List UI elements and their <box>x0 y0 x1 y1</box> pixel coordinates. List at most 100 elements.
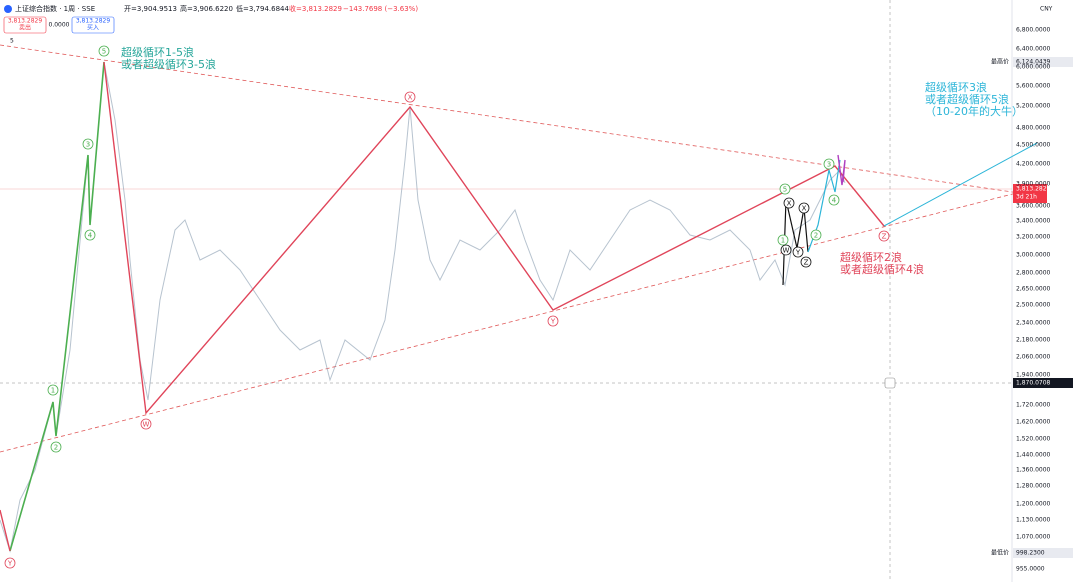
wave-label: 5 <box>783 186 787 194</box>
price-tick-label: 5,600.0000 <box>1016 83 1051 90</box>
wave-label: W <box>783 247 790 255</box>
wave-label: 3 <box>827 161 831 169</box>
price-tick-label: 4,800.0000 <box>1016 125 1051 132</box>
wave-circle <box>792 246 804 258</box>
wave-label: Y <box>7 560 13 568</box>
price-tick-label: 1,360.0000 <box>1016 467 1051 474</box>
symbol-icon <box>4 5 12 13</box>
buy-button[interactable] <box>71 16 115 34</box>
wave-circle <box>828 194 840 206</box>
wave-circle <box>780 244 792 256</box>
change: −143.7698 (−3.63%) <box>343 5 418 13</box>
price-tick-label: 1,130.0000 <box>1016 517 1051 524</box>
price-tick-label: 1,280.0000 <box>1016 483 1051 490</box>
buy-price: 3,813.2829 <box>76 18 111 25</box>
wave-green <box>9 61 105 552</box>
price-tick-label: 1,720.0000 <box>1016 402 1051 409</box>
spread: 0.0000 <box>49 22 70 29</box>
wave-label: Y <box>550 318 556 326</box>
annotation: 超级循环1-5浪 <box>121 45 194 59</box>
price-tick-label: 4,500.0000 <box>1016 142 1051 149</box>
low-label: 最低价 <box>991 549 1009 557</box>
high-label: 最高价 <box>991 58 1009 66</box>
last-price-box <box>1013 184 1047 203</box>
wave-circle <box>798 202 810 214</box>
close: 收=3,813.2829 <box>289 4 342 13</box>
upper-trendline <box>0 44 1041 197</box>
wave-label: Y <box>795 249 801 257</box>
annotation: （10-20年的大牛） <box>925 104 1023 118</box>
wave-red <box>0 509 11 552</box>
wave-circle <box>779 183 791 195</box>
wave-circle <box>82 138 94 150</box>
wave-purple <box>837 154 846 186</box>
wave-circle <box>810 229 822 241</box>
sell-button[interactable] <box>3 16 47 34</box>
wave-label: W <box>143 421 150 429</box>
low-box <box>1013 548 1073 558</box>
wave-circle <box>878 230 890 242</box>
wave-label: 5 <box>102 48 106 56</box>
price-tick-label: 2,800.0000 <box>1016 270 1051 277</box>
last-countdown: 3d 21h <box>1016 194 1037 201</box>
indicator-count[interactable]: 5 <box>10 38 14 45</box>
price-tick-label: 1,620.0000 <box>1016 419 1051 426</box>
price-tick-label: 3,200.0000 <box>1016 234 1051 241</box>
symbol: 上证综合指数 · 1周 · SSE <box>15 4 95 13</box>
wave-circle <box>98 45 110 57</box>
high-box <box>1013 57 1073 67</box>
wave-label: 4 <box>832 197 837 205</box>
crosshair-plus[interactable] <box>884 377 896 389</box>
annotation: 超级循环2浪 <box>840 250 902 264</box>
price-tick-label: 3,000.0000 <box>1016 252 1051 259</box>
lower-trendline <box>0 186 1041 453</box>
price-tick-label: 6,800.0000 <box>1016 27 1051 34</box>
price-tick-label: 1,940.0000 <box>1016 372 1051 379</box>
wave-label: Z <box>882 233 887 241</box>
wave-label: X <box>802 205 807 213</box>
wave-label: 4 <box>88 232 93 240</box>
price-tick-label: 5,200.0000 <box>1016 103 1051 110</box>
price-tick-label: 1,440.0000 <box>1016 452 1051 459</box>
price-tick-label: 4,200.0000 <box>1016 161 1051 168</box>
wave-label: X <box>787 200 792 208</box>
high-value: 6,124.0439 <box>1016 59 1051 66</box>
wave-circle <box>50 441 62 453</box>
buy-label: 买入 <box>87 24 99 32</box>
price-tick-label: 2,060.0000 <box>1016 354 1051 361</box>
annotation: 或者超级循环4浪 <box>840 262 924 276</box>
wave-circle <box>800 256 812 268</box>
open: 开=3,904.9513 <box>124 5 177 13</box>
wave-circle <box>140 418 152 430</box>
wave-circle <box>547 315 559 327</box>
annotation: 超级循环3浪 <box>925 80 987 94</box>
wave-circle <box>404 91 416 103</box>
price-tick-label: 1,520.0000 <box>1016 436 1051 443</box>
price-line <box>0 61 846 553</box>
price-tick-label: 1,070.0000 <box>1016 534 1051 541</box>
high: 高=3,906.6220 <box>180 4 233 13</box>
wave-circle <box>84 229 96 241</box>
sell-label: 卖出 <box>19 24 31 32</box>
price-tick-label: 3,400.0000 <box>1016 218 1051 225</box>
wave-label: 2 <box>54 444 58 452</box>
wave-cyan <box>883 142 1038 227</box>
wave-label: Z <box>804 259 809 267</box>
price-tick-label: 2,650.0000 <box>1016 286 1051 293</box>
sell-price: 3,813.2829 <box>8 18 43 25</box>
low: 低=3,794.6844 <box>236 4 289 13</box>
wave-circle <box>777 234 789 246</box>
currency[interactable]: CNY <box>1040 6 1053 13</box>
low-value: 998.2300 <box>1016 550 1045 557</box>
wave-circle <box>47 384 59 396</box>
crosshair-price: 1,870.0708 <box>1016 380 1051 387</box>
price-tick-label: 2,340.0000 <box>1016 320 1051 327</box>
annotation: 或者超级循环5浪 <box>925 92 1009 106</box>
price-tick-label: 1,200.0000 <box>1016 501 1051 508</box>
wave-circle <box>4 557 16 569</box>
price-tick-label: 955.0000 <box>1016 566 1045 573</box>
wave-label: 1 <box>781 237 785 245</box>
last-price: 3,813.2829 <box>1016 186 1051 193</box>
